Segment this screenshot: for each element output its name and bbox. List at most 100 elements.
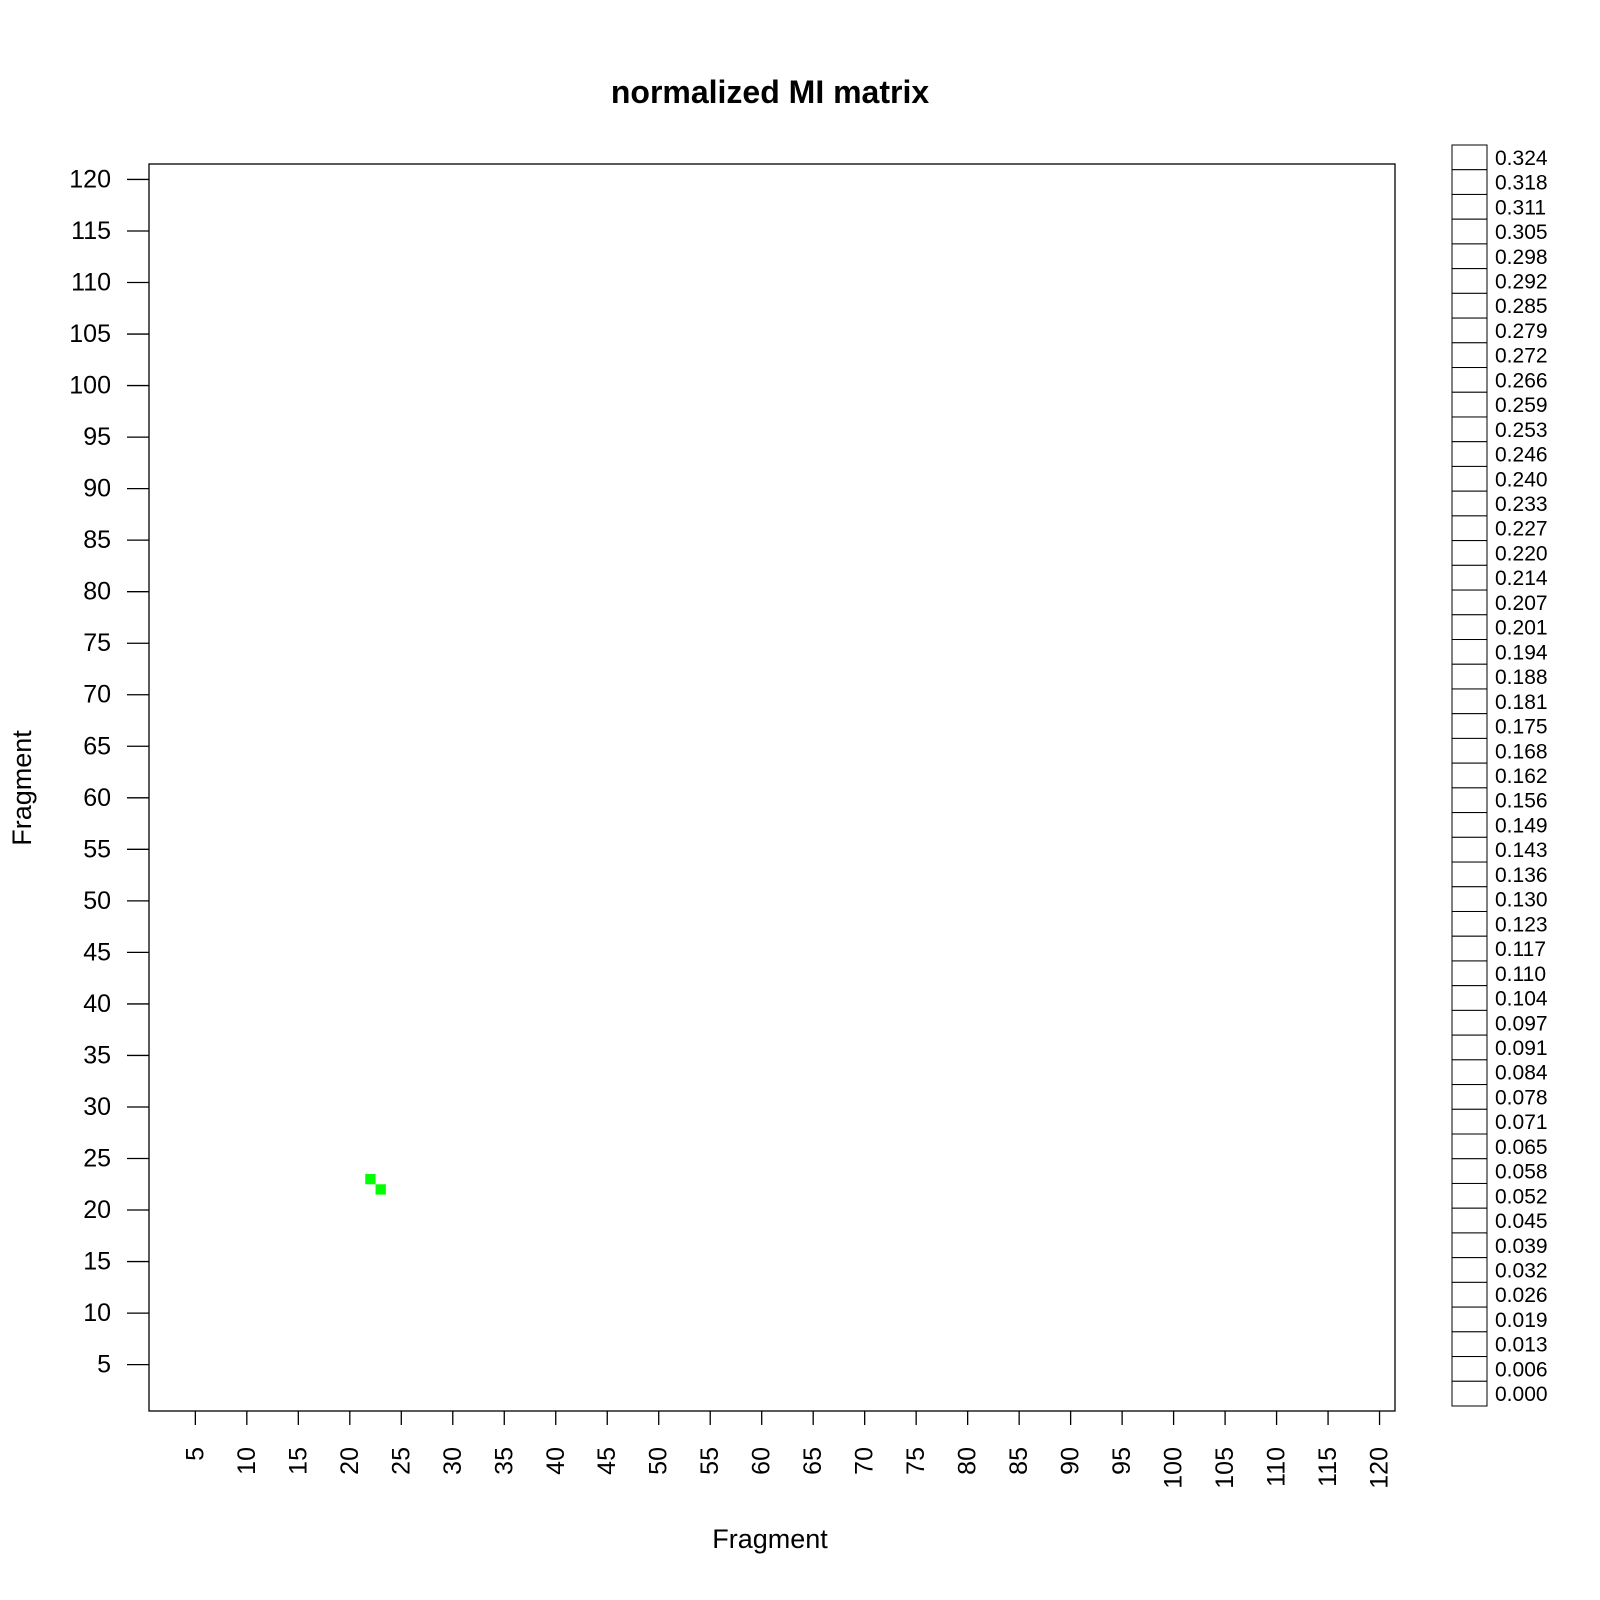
legend-label: 0.311 [1495, 196, 1546, 219]
legend-label: 0.019 [1495, 1309, 1548, 1332]
legend-label: 0.227 [1495, 518, 1548, 541]
legend-swatch [1451, 663, 1488, 690]
x-tick-label: 35 [490, 1447, 518, 1475]
x-tick-label: 80 [954, 1447, 982, 1475]
legend-label: 0.039 [1495, 1235, 1548, 1258]
legend-swatch [1451, 564, 1488, 591]
color-legend: 0.3240.3180.3110.3050.2980.2920.2850.279… [1451, 144, 1548, 1407]
legend-swatch [1451, 985, 1488, 1011]
legend-swatch [1451, 169, 1488, 195]
legend-swatch [1451, 243, 1488, 270]
y-tick-label: 25 [83, 1145, 111, 1173]
legend-label: 0.032 [1495, 1260, 1548, 1283]
legend-swatch [1451, 391, 1488, 418]
legend-swatch [1451, 614, 1488, 641]
legend-label: 0.130 [1495, 889, 1548, 912]
x-tick-label: 70 [851, 1447, 879, 1475]
legend-swatch [1451, 1257, 1488, 1283]
y-tick-label: 110 [71, 269, 111, 297]
y-tick-label: 75 [83, 629, 111, 657]
legend-label: 0.026 [1495, 1284, 1548, 1307]
legend-label: 0.084 [1495, 1062, 1548, 1085]
legend-swatch [1451, 1306, 1488, 1333]
x-tick-label: 85 [1005, 1447, 1033, 1475]
x-tick-label: 60 [748, 1447, 776, 1475]
x-axis-label: Fragment [712, 1524, 828, 1554]
legend-swatch [1451, 1133, 1488, 1160]
y-tick-label: 50 [83, 887, 111, 915]
legend-swatch [1451, 1158, 1488, 1184]
y-tick-label: 115 [71, 217, 111, 245]
legend-label: 0.013 [1495, 1334, 1548, 1357]
legend-label: 0.006 [1495, 1358, 1548, 1381]
legend-label: 0.117 [1495, 938, 1546, 961]
legend-label: 0.071 [1495, 1111, 1548, 1134]
x-tick-label: 30 [439, 1447, 467, 1475]
legend-swatch [1451, 589, 1488, 616]
legend-swatch [1451, 713, 1488, 739]
legend-label: 0.045 [1495, 1210, 1548, 1233]
legend-label: 0.253 [1495, 419, 1548, 442]
legend-swatch [1451, 1009, 1488, 1036]
y-tick-label: 35 [83, 1041, 111, 1069]
y-tick-label: 20 [83, 1196, 111, 1224]
legend-swatch [1451, 218, 1488, 245]
legend-label: 0.156 [1495, 790, 1548, 813]
y-tick-label: 10 [83, 1299, 111, 1327]
legend-label: 0.162 [1495, 765, 1548, 788]
legend-label: 0.097 [1495, 1012, 1548, 1035]
x-tick-label: 20 [336, 1447, 364, 1475]
legend-swatch [1451, 292, 1488, 319]
x-tick-label: 65 [799, 1447, 827, 1475]
legend-label: 0.279 [1495, 320, 1548, 343]
legend-label: 0.272 [1495, 345, 1548, 368]
legend-label: 0.168 [1495, 740, 1548, 763]
legend-swatch [1451, 1380, 1488, 1407]
legend-label: 0.259 [1495, 394, 1548, 417]
plot-frame [148, 163, 1396, 1412]
legend-swatch [1451, 416, 1488, 443]
x-tick-label: 90 [1057, 1447, 1085, 1475]
legend-label: 0.143 [1495, 839, 1548, 862]
plot-area [148, 163, 1396, 1412]
legend-swatch [1451, 960, 1488, 987]
x-tick-label: 25 [387, 1447, 415, 1475]
legend-label: 0.149 [1495, 814, 1548, 837]
legend-swatch [1451, 639, 1488, 665]
y-tick-label: 80 [83, 578, 111, 606]
y-tick-label: 70 [83, 681, 111, 709]
legend-swatch [1451, 1084, 1488, 1110]
x-tick-label: 45 [593, 1447, 621, 1475]
legend-swatch [1451, 490, 1488, 517]
y-tick-label: 40 [83, 990, 111, 1018]
legend-swatch [1451, 317, 1488, 344]
legend-swatch [1451, 144, 1488, 171]
x-tick-label: 55 [696, 1447, 724, 1475]
x-tick-label: 5 [181, 1447, 209, 1461]
legend-label: 0.104 [1495, 988, 1548, 1011]
legend-label: 0.220 [1495, 542, 1548, 565]
y-tick-label: 120 [69, 165, 111, 193]
legend-label: 0.110 [1495, 963, 1546, 986]
plot-background [149, 164, 1395, 1411]
legend-label: 0.246 [1495, 444, 1548, 467]
legend-swatch [1451, 342, 1488, 369]
legend-swatch [1451, 836, 1488, 863]
chart-title: normalized MI matrix [611, 74, 930, 110]
y-tick-label: 85 [83, 526, 111, 554]
legend-swatch [1451, 1034, 1488, 1061]
y-tick-label: 15 [83, 1248, 111, 1276]
legend-label: 0.091 [1495, 1037, 1548, 1060]
legend-label: 0.175 [1495, 716, 1548, 739]
y-tick-label: 95 [83, 423, 111, 451]
legend-label: 0.285 [1495, 295, 1548, 318]
y-tick-label: 65 [83, 732, 111, 760]
x-tick-label: 95 [1108, 1447, 1136, 1475]
legend-swatch [1451, 1281, 1488, 1308]
legend-label: 0.194 [1495, 641, 1548, 664]
legend-label: 0.058 [1495, 1161, 1548, 1184]
legend-label: 0.214 [1495, 567, 1548, 590]
y-axis: 5 10 15 20 25 30 35 40 45 50 55 60 65 70 75 80 85 90 95 100… [69, 165, 149, 1379]
legend-swatch [1451, 812, 1488, 838]
